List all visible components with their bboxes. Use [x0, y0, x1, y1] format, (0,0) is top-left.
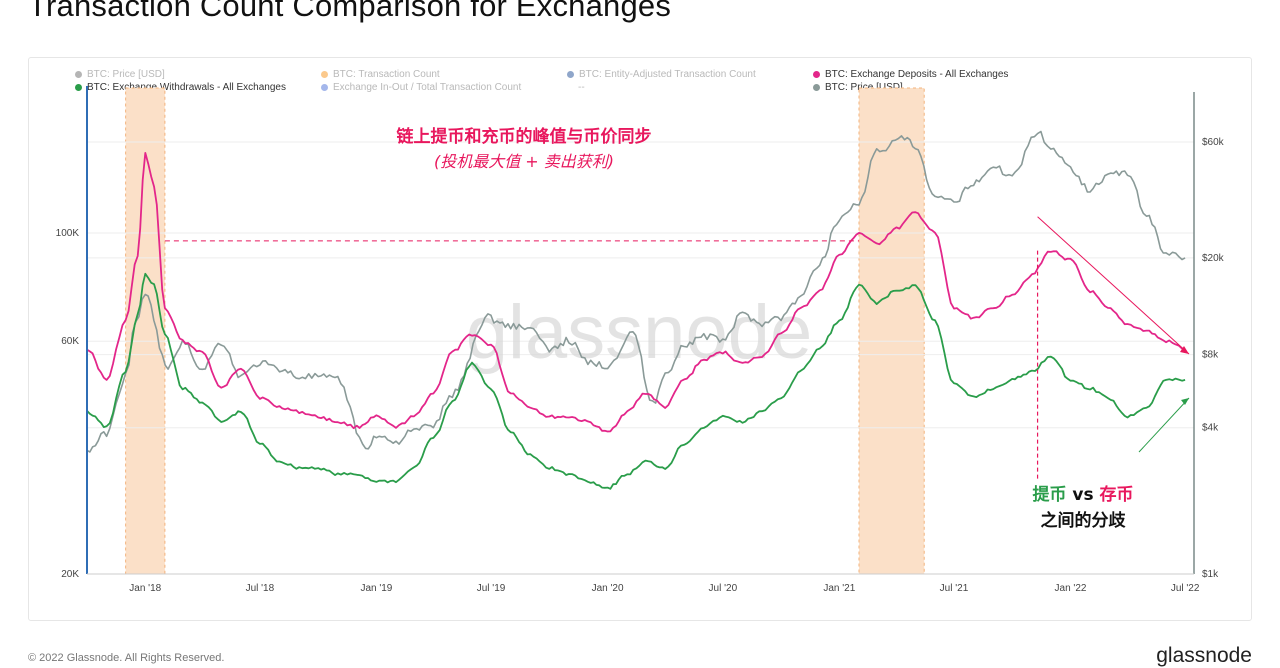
- watermark: glassnode: [466, 290, 813, 375]
- annotation-divergence-line1: 提币 vs 存币: [1032, 484, 1133, 505]
- legend-item-placeholder: --: [578, 82, 585, 93]
- annotation-vs: vs: [1066, 485, 1099, 505]
- legend-label: BTC: Price [USD]: [825, 82, 903, 93]
- annotation-divergence-line2: 之间的分歧: [1041, 510, 1127, 531]
- withdraw-trend-arrow: [1138, 397, 1190, 453]
- legend-item-entity-adjusted[interactable]: BTC: Entity-Adjusted Transaction Count: [567, 69, 756, 80]
- annotation-peak-subtitle: (投机最大值 + 卖出获利): [434, 152, 614, 171]
- x-tick-label: Jan '22: [1055, 583, 1087, 594]
- legend-dot: [567, 71, 574, 78]
- legend-label: BTC: Exchange Withdrawals - All Exchange…: [87, 82, 286, 93]
- chart-plot: glassnode 100K 60K 20K $60k $20k $8k $4k $1k Jan…: [56, 86, 1225, 594]
- annotation-deposit: 存币: [1100, 484, 1134, 505]
- y-left-tick-label: 100K: [56, 228, 80, 239]
- legend-label: BTC: Price [USD]: [87, 69, 165, 80]
- series-line-deposits: [86, 152, 1186, 433]
- y-left-tick-label: 60K: [61, 336, 79, 347]
- legend-item-in-out-ratio[interactable]: Exchange In-Out / Total Transaction Coun…: [321, 82, 521, 93]
- legend-dot: [321, 84, 328, 91]
- y-right-tick-label: $4k: [1202, 423, 1219, 434]
- copyright: © 2022 Glassnode. All Rights Reserved.: [28, 652, 225, 664]
- y-right-tick-label: $8k: [1202, 350, 1219, 361]
- x-tick-label: Jan '21: [823, 583, 855, 594]
- legend-label: Exchange In-Out / Total Transaction Coun…: [333, 82, 522, 93]
- series-lines: [86, 130, 1186, 490]
- x-tick-label: Jul '19: [477, 583, 506, 594]
- x-tick-label: Jul '20: [709, 583, 738, 594]
- x-tick-label: Jul '18: [246, 583, 275, 594]
- legend-label: BTC: Exchange Deposits - All Exchanges: [825, 69, 1009, 80]
- brand-logo: glassnode: [1156, 644, 1252, 667]
- axes: 100K 60K 20K $60k $20k $8k $4k $1k Jan '18 Jul '1…: [56, 86, 1225, 594]
- page-title: Transaction Count Comparison for Exchang…: [28, 0, 672, 23]
- legend-item-price[interactable]: BTC: Price [USD]: [813, 82, 903, 93]
- legend-item-exchange-withdrawals[interactable]: BTC: Exchange Withdrawals - All Exchange…: [75, 82, 286, 93]
- legend-dot: [75, 84, 82, 91]
- x-tick-label: Jan '20: [592, 583, 624, 594]
- chart-frame: BTC: Price [USD] BTC: Transaction Count …: [28, 57, 1252, 621]
- x-tick-label: Jan '19: [360, 583, 392, 594]
- x-tick-label: Jul '22: [1171, 583, 1200, 594]
- highlight-band-2: [858, 87, 925, 575]
- legend-dot: [813, 71, 820, 78]
- legend-item-transaction-count[interactable]: BTC: Transaction Count: [321, 69, 440, 80]
- legend-dot: [75, 71, 82, 78]
- withdraw-trend-arrowhead: [1181, 398, 1189, 405]
- series-line-withdrawals: [86, 272, 1186, 490]
- legend-label: --: [578, 82, 585, 93]
- deposit-trend-arrowhead: [1180, 346, 1189, 354]
- y-right-tick-label: $1k: [1202, 569, 1219, 580]
- x-tick-label: Jul '21: [940, 583, 969, 594]
- legend-item-exchange-deposits[interactable]: BTC: Exchange Deposits - All Exchanges: [813, 69, 1008, 80]
- y-right-tick-label: $20k: [1202, 253, 1225, 264]
- legend-label: BTC: Entity-Adjusted Transaction Count: [579, 69, 756, 80]
- y-right-tick-label: $60k: [1202, 137, 1225, 148]
- deposit-trend-arrow: [1037, 216, 1190, 355]
- y-left-tick-label: 20K: [61, 569, 79, 580]
- legend-item-price-dim[interactable]: BTC: Price [USD]: [75, 69, 165, 80]
- x-tick-label: Jan '18: [129, 583, 161, 594]
- legend-label: BTC: Transaction Count: [333, 69, 440, 80]
- legend-dot: [813, 84, 820, 91]
- annotation-peak-title: 链上提币和充币的峰值与币价同步: [397, 126, 652, 147]
- legend-dot: [321, 71, 328, 78]
- annotation-withdraw: 提币: [1032, 485, 1066, 505]
- series-line-price: [86, 130, 1186, 453]
- annotation-lines: [164, 216, 1190, 481]
